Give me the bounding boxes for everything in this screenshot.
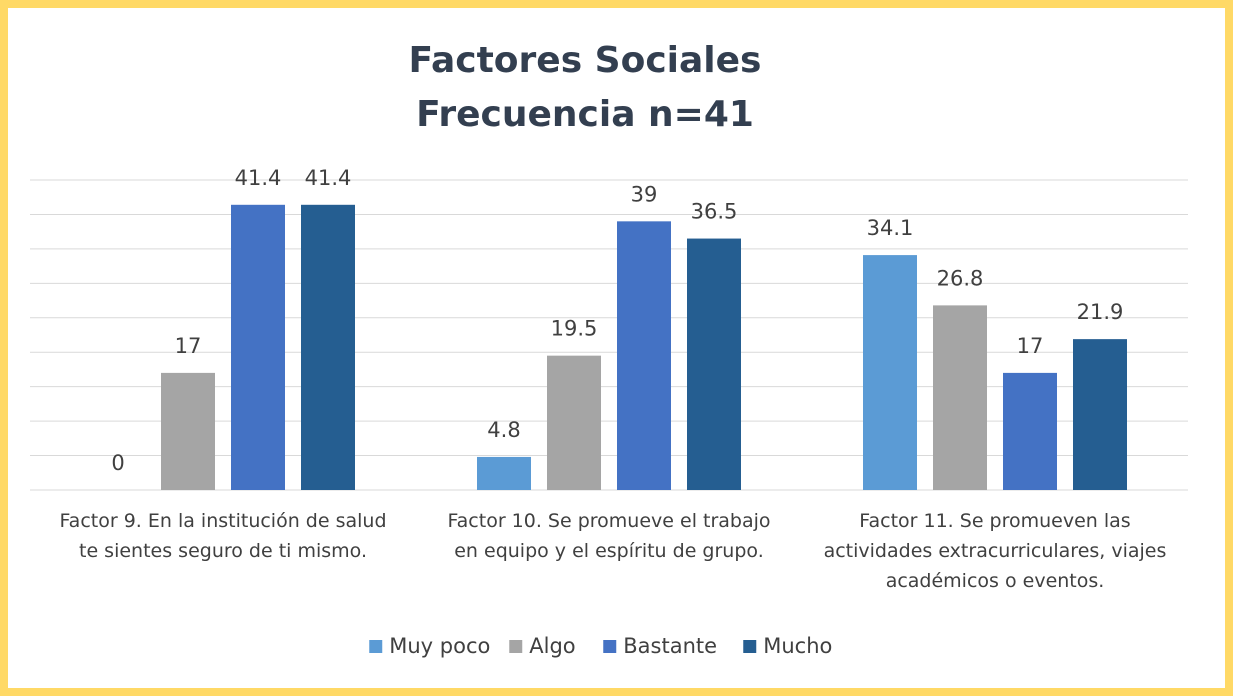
legend-swatch bbox=[603, 640, 617, 653]
bar bbox=[617, 221, 671, 491]
data-label: 34.1 bbox=[867, 216, 914, 240]
data-label: 39 bbox=[631, 182, 658, 206]
x-tick-label: Factor 9. En la institución de salud te … bbox=[59, 510, 387, 562]
legend-label: Algo bbox=[529, 634, 575, 658]
x-tick-label: Factor 10. Se promueve el trabajo en equ… bbox=[447, 510, 771, 562]
data-label: 0 bbox=[111, 451, 124, 475]
data-label: 4.8 bbox=[487, 418, 520, 442]
x-tick-label: Factor 11. Se promueven las actividades … bbox=[823, 510, 1167, 592]
bar bbox=[863, 255, 917, 490]
legend-label: Muy poco bbox=[389, 634, 490, 658]
legend-label: Mucho bbox=[763, 634, 832, 658]
data-label: 41.4 bbox=[305, 166, 352, 190]
bar bbox=[933, 305, 987, 490]
bar bbox=[1003, 372, 1057, 490]
data-label: 41.4 bbox=[235, 166, 282, 190]
data-label: 17 bbox=[1017, 334, 1044, 358]
legend-label: Bastante bbox=[623, 634, 717, 658]
legend-swatch bbox=[509, 640, 523, 653]
bar bbox=[477, 456, 531, 490]
data-label: 26.8 bbox=[937, 266, 984, 290]
chart-title: Factores Sociales bbox=[408, 40, 761, 81]
bar bbox=[687, 238, 741, 490]
bar bbox=[231, 204, 285, 491]
chart-subtitle: Frecuencia n=41 bbox=[416, 94, 754, 135]
data-label: 17 bbox=[175, 334, 202, 358]
data-label: 19.5 bbox=[551, 317, 598, 341]
legend-swatch bbox=[369, 640, 383, 653]
data-label: 21.9 bbox=[1077, 300, 1124, 324]
bar bbox=[1073, 339, 1127, 490]
bar bbox=[301, 204, 355, 491]
bar bbox=[161, 372, 215, 490]
data-label: 36.5 bbox=[691, 200, 738, 224]
bar bbox=[547, 355, 601, 490]
legend-swatch bbox=[743, 640, 757, 653]
